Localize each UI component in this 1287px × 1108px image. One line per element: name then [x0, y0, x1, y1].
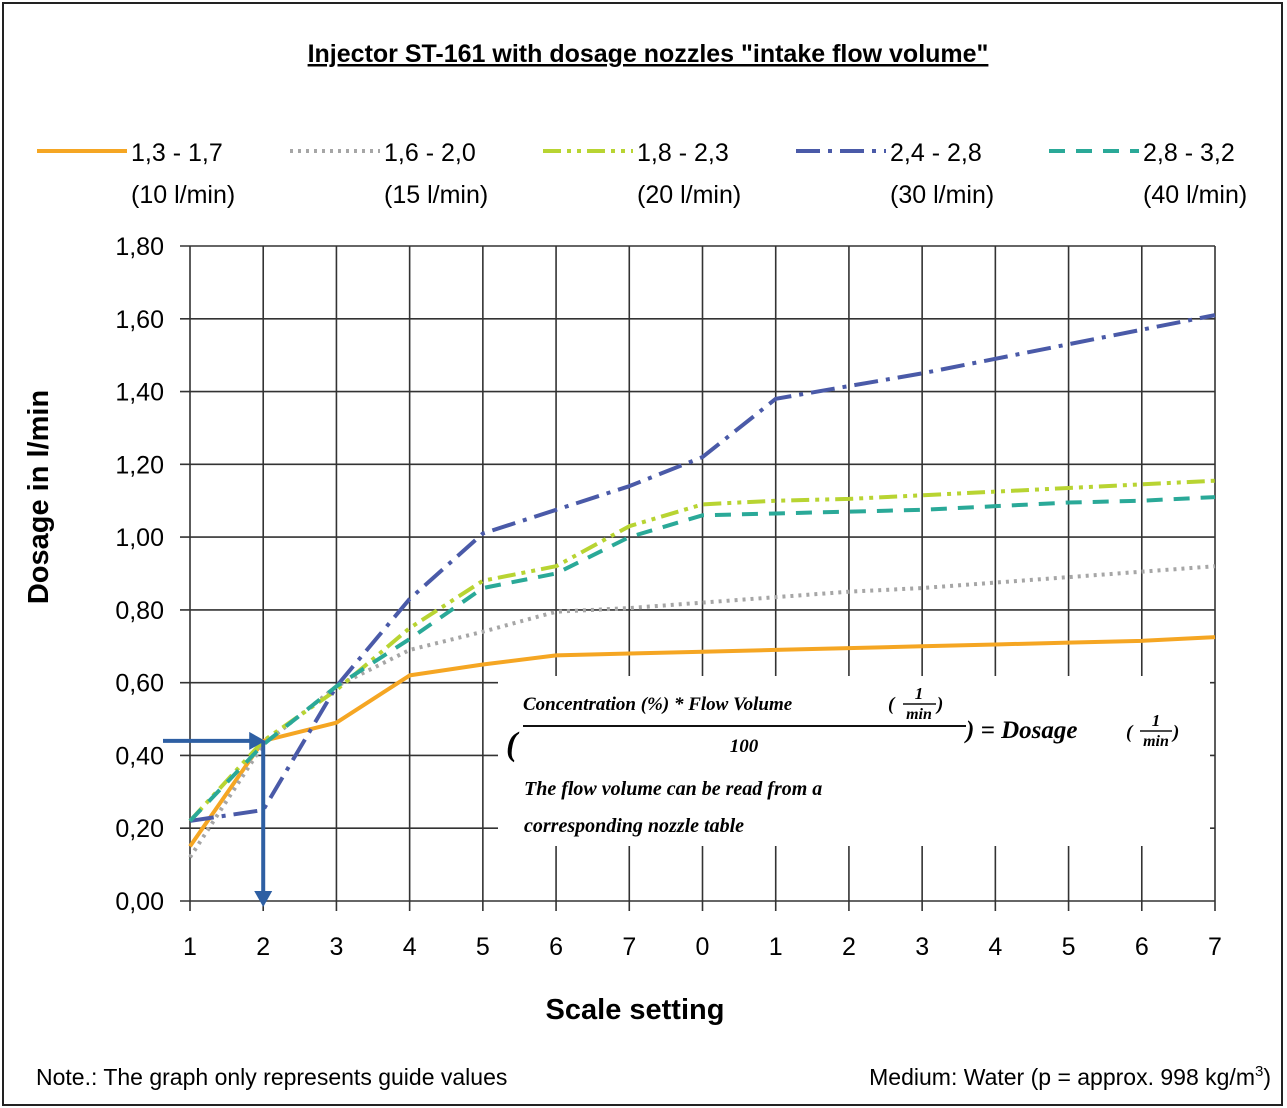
x-tick-labels: 1 2 3 4 5 6 7 0 1 2 3 4 5 6 7	[183, 933, 1222, 961]
y-tick-label: 0,00	[115, 888, 164, 916]
x-tick-label: 4	[988, 933, 1002, 961]
formula-result: ) = Dosage	[964, 717, 1077, 744]
x-tick-label: 6	[1135, 933, 1149, 961]
x-axis-title: Scale setting	[546, 994, 725, 1026]
legend-sub-4: (30 l/min)	[890, 181, 994, 209]
footer-medium: Medium: Water (p = approx. 998 kg/m3)	[869, 1063, 1271, 1090]
x-tick-label: 3	[329, 933, 343, 961]
series-line-5	[188, 495, 1216, 823]
y-tick-label: 1,40	[115, 379, 164, 407]
formula-result-unit-den: min	[1143, 733, 1169, 750]
y-tick-labels: 0,00 0,20 0,40 0,60 0,80 1,00 1,20 1,40 1,60 1,80	[115, 233, 164, 916]
x-tick-label: 1	[769, 933, 783, 961]
formula-note-line2: corresponding nozzle table	[524, 815, 744, 837]
x-tick-label: 5	[476, 933, 490, 961]
x-tick-label: 6	[549, 933, 563, 961]
formula-note-line1: The flow volume can be read from a	[524, 778, 822, 800]
x-tick-label: 7	[1208, 933, 1222, 961]
footer-note: Note.: The graph only represents guide v…	[36, 1064, 507, 1090]
formula-unit-close: )	[935, 694, 943, 715]
legend-label-2: 1,6 - 2,0	[384, 139, 476, 167]
formula-open-paren: (	[506, 726, 520, 763]
formula-result-unit-close: )	[1171, 722, 1179, 743]
legend-label-5: 2,8 - 3,2	[1143, 139, 1235, 167]
formula-numerator: Concentration (%) * Flow Volume	[523, 694, 793, 715]
legend-sub-2: (15 l/min)	[384, 181, 488, 209]
x-tick-label: 7	[622, 933, 636, 961]
formula-unit-num: 1	[915, 684, 924, 703]
formula-result-unit-open: (	[1126, 722, 1134, 743]
legend-sub-5: (40 l/min)	[1143, 181, 1247, 209]
arrow-vertical-head	[254, 891, 273, 907]
x-tick-label: 3	[915, 933, 929, 961]
y-tick-label: 0,20	[115, 815, 164, 843]
y-tick-label: 1,80	[115, 233, 164, 261]
y-tick-label: 1,00	[115, 524, 164, 552]
x-tick-label: 0	[696, 933, 710, 961]
arrow-horizontal-head	[249, 731, 266, 750]
series-line-1	[188, 635, 1216, 848]
x-tick-label: 4	[403, 933, 417, 961]
legend-sub-3: (20 l/min)	[637, 181, 741, 209]
y-tick-label: 0,60	[115, 670, 164, 698]
formula-backdrop	[498, 676, 1210, 846]
y-axis-title: Dosage in l/min	[23, 390, 55, 604]
reading-example-arrows	[163, 731, 273, 907]
formula-unit-den: min	[906, 706, 932, 723]
y-tick-label: 0,80	[115, 597, 164, 625]
legend-label-3: 1,8 - 2,3	[637, 139, 729, 167]
y-tick-label: 1,20	[115, 451, 164, 479]
formula-result-unit-num: 1	[1152, 711, 1161, 730]
series-lines	[188, 313, 1216, 859]
legend-sub-1: (10 l/min)	[131, 181, 235, 209]
y-tick-label: 1,60	[115, 306, 164, 334]
series-line-4	[189, 313, 1216, 823]
legend: 1,3 - 1,7 (10 l/min) 1,6 - 2,0 (15 l/min) 1,…	[37, 139, 1247, 209]
plot-grid	[180, 245, 1216, 911]
x-tick-label: 2	[256, 933, 270, 961]
legend-label-1: 1,3 - 1,7	[131, 139, 223, 167]
x-tick-label: 2	[842, 933, 856, 961]
x-tick-label: 1	[183, 933, 197, 961]
y-tick-label: 0,40	[115, 742, 164, 770]
formula-unit-open: (	[888, 694, 896, 715]
x-tick-label: 5	[1062, 933, 1076, 961]
formula-denominator: 100	[730, 736, 759, 757]
chart-title: Injector ST-161 with dosage nozzles "int…	[308, 40, 989, 68]
legend-label-4: 2,4 - 2,8	[890, 139, 982, 167]
